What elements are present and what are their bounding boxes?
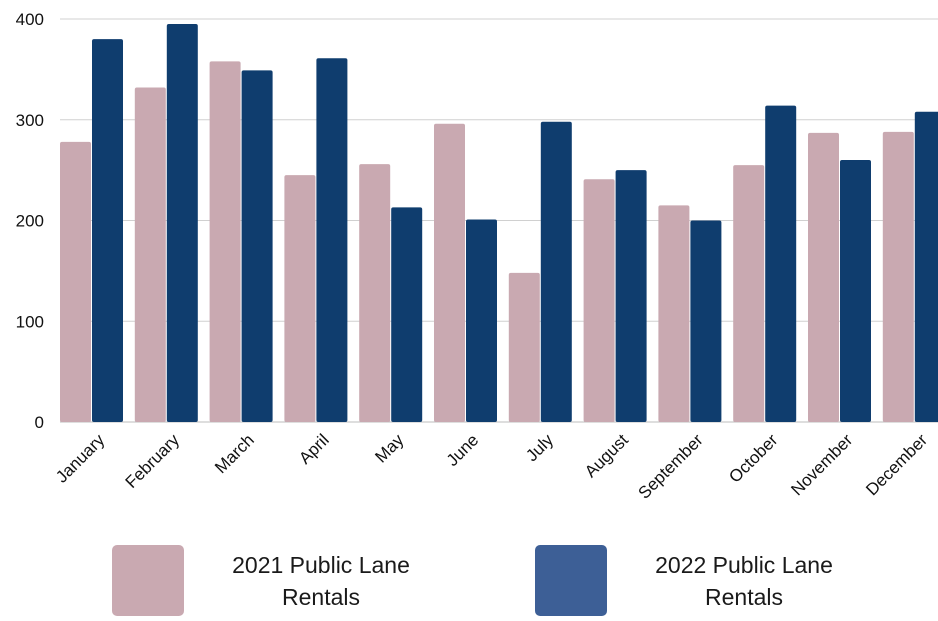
x-tick-label-january: January xyxy=(52,430,109,487)
x-tick-label-march: March xyxy=(211,430,258,477)
bar-august-series-1 xyxy=(583,179,615,422)
x-axis-ticks: January February March April May June July Augu… xyxy=(52,430,931,503)
bar-march-series-1 xyxy=(209,61,241,422)
x-tick-label-april: April xyxy=(295,430,332,467)
bar-january-series-2 xyxy=(92,39,123,423)
y-tick-label-200: 200 xyxy=(16,212,44,231)
x-tick-label-october: October xyxy=(725,430,781,486)
y-axis-ticks: 0 100 200 300 400 xyxy=(16,10,44,432)
x-tick-label-november: November xyxy=(787,430,856,499)
bar-july-series-2 xyxy=(540,121,572,422)
x-tick-label-august: August xyxy=(581,430,632,481)
y-tick-label-0: 0 xyxy=(35,413,44,432)
x-tick-label-july: July xyxy=(522,430,557,465)
x-tick-label-september: September xyxy=(634,430,706,502)
bar-january-series-1 xyxy=(60,141,91,423)
bar-december-series-2 xyxy=(914,111,938,422)
bar-may-series-1 xyxy=(359,164,391,422)
y-tick-label-400: 400 xyxy=(16,10,44,29)
bar-may-series-2 xyxy=(391,207,423,422)
x-tick-label-june: June xyxy=(443,430,483,470)
x-tick-label-february: February xyxy=(122,430,184,492)
bar-october-series-1 xyxy=(733,165,765,422)
bar-february-series-2 xyxy=(166,24,198,422)
legend-swatch-2021 xyxy=(112,545,184,616)
bar-march-series-2 xyxy=(241,70,273,422)
bar-july-series-1 xyxy=(508,272,540,422)
bar-september-series-2 xyxy=(690,220,722,422)
legend-swatch-2022 xyxy=(535,545,607,616)
bar-april-series-2 xyxy=(316,58,348,422)
legend-label-2021: 2021 Public Lane Rentals xyxy=(232,551,410,610)
bar-october-series-2 xyxy=(765,105,797,423)
legend-item-2021: 2021 Public Lane Rentals xyxy=(112,545,426,616)
y-tick-label-100: 100 xyxy=(16,312,44,331)
x-tick-label-may: May xyxy=(371,430,407,466)
legend-item-2022: 2022 Public Lane Rentals xyxy=(535,545,849,616)
y-tick-label-300: 300 xyxy=(16,111,44,130)
bar-february-series-1 xyxy=(134,87,166,422)
bar-september-series-1 xyxy=(658,205,690,422)
bar-december-series-1 xyxy=(882,131,914,422)
bars xyxy=(60,24,938,423)
bar-june-series-2 xyxy=(466,219,497,422)
bar-november-series-1 xyxy=(808,132,839,422)
legend-label-2022: 2022 Public Lane Rentals xyxy=(655,551,833,610)
bar-november-series-2 xyxy=(840,160,871,423)
bar-june-series-1 xyxy=(434,123,465,422)
bar-august-series-2 xyxy=(615,170,647,422)
bar-april-series-1 xyxy=(284,175,316,422)
x-tick-label-december: December xyxy=(862,430,931,499)
